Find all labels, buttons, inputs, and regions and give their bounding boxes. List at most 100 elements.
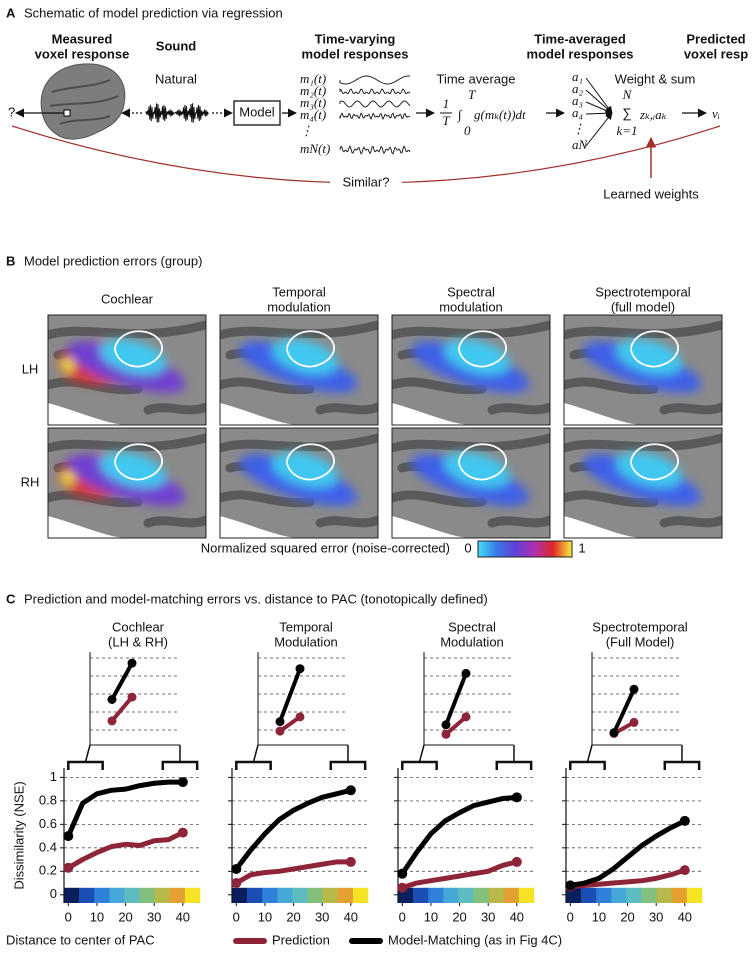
x-tick-label: 10 (90, 909, 104, 924)
distance-color (641, 887, 657, 903)
endpoint (177, 827, 188, 838)
activation-low (615, 452, 683, 488)
arrow (585, 89, 613, 114)
brain-map-content (392, 315, 550, 425)
sulci (220, 320, 378, 415)
endpoint (565, 880, 576, 891)
x-tick-label: 20 (452, 909, 466, 924)
endpoint (397, 882, 408, 893)
endpoint (231, 863, 242, 874)
pac-outline (630, 330, 679, 368)
distance-color (109, 887, 125, 903)
sulci (392, 320, 550, 415)
activation (582, 339, 702, 393)
y-axis-label: Dissimilarity (NSE) (11, 781, 26, 889)
brain-map (219, 314, 379, 426)
distance-color (262, 887, 278, 903)
bracket (663, 760, 701, 770)
panel-letter: B (6, 253, 15, 268)
column-title: Spectrotemporal (595, 284, 690, 299)
bracket (495, 760, 533, 770)
response-label: m₄(t) (300, 107, 326, 122)
brain-map-content (48, 428, 206, 538)
learned-weights-label: Learned weights (603, 186, 699, 201)
output-label: vᵢ (712, 106, 720, 121)
brain-map-content (392, 428, 550, 538)
endpoint (511, 792, 522, 803)
brain (40, 63, 126, 140)
activation (410, 452, 530, 506)
activation-low (615, 339, 683, 375)
distance-color (566, 887, 582, 903)
response-label: ⋮ (300, 123, 313, 138)
bracket (67, 760, 104, 770)
colorbar-max: 1 (578, 540, 585, 555)
activation (58, 452, 186, 506)
distance-color (154, 887, 171, 903)
formula-part: ∫ (457, 107, 463, 123)
activation (582, 452, 702, 506)
column-header: voxel resp (684, 46, 748, 61)
frame (391, 314, 551, 426)
inset-point (295, 664, 305, 674)
formula-part: 0 (464, 123, 471, 138)
unknown-response: ? (8, 104, 15, 119)
panel-letter: A (6, 5, 16, 20)
distance-color (596, 887, 612, 903)
response-trace (339, 75, 411, 85)
inset-line (612, 688, 636, 734)
brain-map-content (220, 428, 378, 538)
endpoint (397, 868, 408, 879)
inset-point (127, 692, 137, 702)
column-header: Predicted (686, 31, 745, 46)
x-axis-label: Distance to center of PAC (6, 932, 155, 947)
model-box (233, 100, 281, 126)
bracket-link (586, 744, 593, 763)
arrow (585, 109, 613, 117)
feature-label: a₁ (572, 69, 583, 84)
pac-outline (286, 330, 335, 368)
feature-label: a₂ (572, 81, 584, 96)
endpoint (177, 777, 188, 788)
response-trace (339, 88, 411, 95)
response-label: m₃(t) (300, 95, 326, 110)
activation (58, 339, 186, 393)
pac-outline (114, 330, 163, 368)
column-title: modulation (439, 299, 503, 314)
weight-sum-label: Weight & sum (615, 71, 696, 86)
y-tick-label: 1 (50, 769, 57, 784)
time-average-label: Time average (437, 71, 516, 86)
response-trace (339, 145, 411, 155)
distance-color (473, 887, 489, 903)
formula-part: ∑ (622, 105, 631, 120)
distance-color (503, 887, 520, 903)
inset-line (110, 695, 134, 723)
endpoint (679, 865, 690, 876)
sulci (392, 433, 550, 528)
label-bg (330, 174, 402, 192)
activation (238, 339, 358, 393)
chart-title: Temporal (279, 619, 333, 634)
frame (219, 427, 379, 539)
medial-wall (564, 516, 644, 538)
chart-title: Cochlear (112, 619, 165, 634)
distance-color (307, 887, 323, 903)
column-title: (full model) (611, 299, 675, 314)
series-line (569, 818, 686, 888)
sulci (220, 433, 378, 528)
series-line (570, 867, 686, 890)
legend-label: Prediction (272, 932, 330, 947)
distance-color (518, 887, 535, 903)
brain-map (563, 427, 723, 539)
inset-point (629, 717, 639, 727)
bracket (329, 760, 367, 770)
activation (410, 339, 530, 393)
x-tick-label: 20 (620, 909, 634, 924)
endpoint (345, 785, 356, 796)
formula-part: T (468, 87, 476, 102)
inset-point (107, 716, 117, 726)
medial-wall (392, 516, 472, 538)
x-tick-label: 40 (678, 909, 692, 924)
x-tick-label: 30 (481, 909, 495, 924)
inset-line (444, 672, 468, 726)
